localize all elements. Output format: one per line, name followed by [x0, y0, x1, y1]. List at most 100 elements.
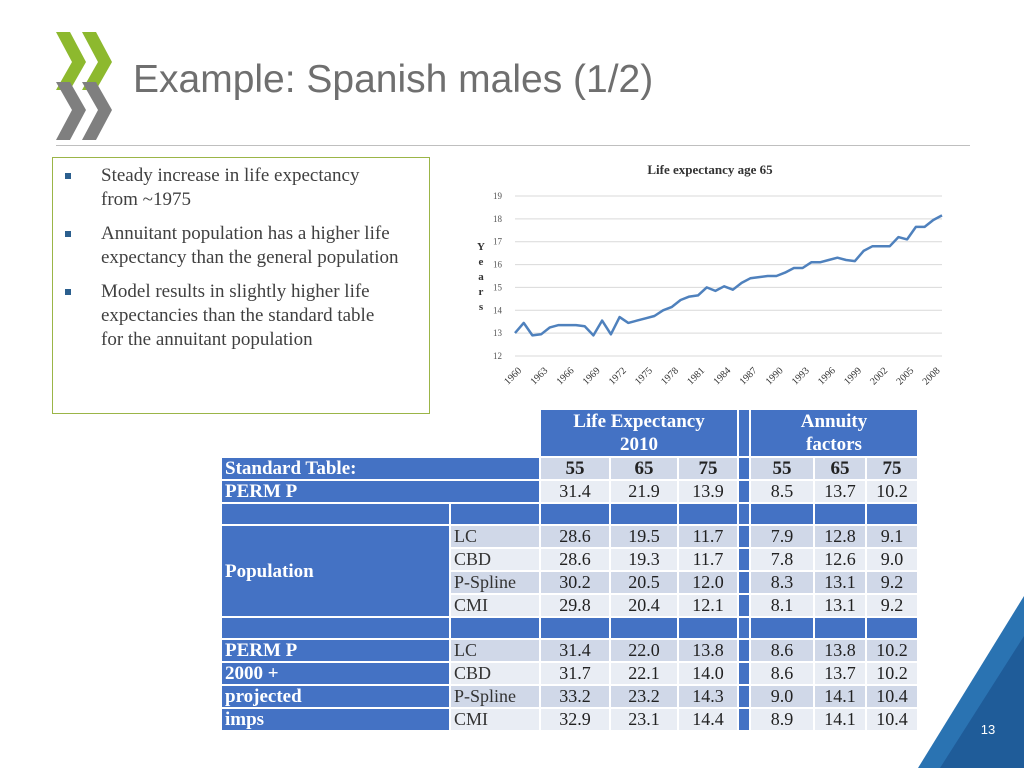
value-cell: 14.3: [679, 686, 737, 707]
value-cell: 31.4: [541, 640, 609, 661]
column-separator: [739, 410, 749, 456]
header-life-expectancy: Life Expectancy 2010: [541, 410, 737, 456]
value-cell: 29.8: [541, 595, 609, 616]
table-row: imps CMI 32.9 23.1 14.4 8.9 14.1 10.4: [222, 709, 917, 730]
x-tick-label: 1969: [581, 365, 603, 387]
value-cell: 8.6: [751, 663, 813, 684]
bullet-item: Steady increase in life expectancy from …: [53, 164, 401, 212]
table-spacer-row: [222, 504, 917, 524]
table-row: CBD 28.6 19.3 11.7 7.8 12.6 9.0: [222, 549, 917, 570]
results-table: Life Expectancy 2010 Annuity factors Sta…: [220, 408, 919, 732]
standard-table-label: Standard Table:: [222, 458, 539, 479]
table-row: PERM P LC 31.4 22.0 13.8 8.6 13.8 10.2: [222, 640, 917, 661]
model-name: P-Spline: [451, 572, 539, 593]
age-cell: 55: [541, 458, 609, 479]
table-row: CMI 29.8 20.4 12.1 8.1 13.1 9.2: [222, 595, 917, 616]
value-cell: 7.8: [751, 549, 813, 570]
x-tick-label: 1975: [633, 365, 655, 387]
bullet-item: Annuitant population has a higher life e…: [53, 222, 401, 270]
value-cell: 31.4: [541, 481, 609, 502]
value-cell: 13.1: [815, 572, 865, 593]
table-row-perm: PERM P 31.4 21.9 13.9 8.5 13.7 10.2: [222, 481, 917, 502]
page-number: 13: [980, 722, 996, 737]
value-cell: 9.0: [751, 686, 813, 707]
y-tick-label: 17: [493, 237, 503, 247]
table-row: P-Spline 30.2 20.5 12.0 8.3 13.1 9.2: [222, 572, 917, 593]
logo-green-chevron-left: [56, 32, 86, 90]
slide-title: Example: Spanish males (1/2): [133, 58, 654, 101]
y-axis-label-letter: e: [479, 256, 484, 268]
x-tick-label: 1993: [790, 365, 812, 387]
value-cell: 14.1: [815, 686, 865, 707]
value-cell: 13.8: [815, 640, 865, 661]
value-cell: 23.1: [611, 709, 677, 730]
value-cell: 20.4: [611, 595, 677, 616]
corner-decoration: [918, 596, 1024, 768]
value-cell: 28.6: [541, 549, 609, 570]
population-label: Population: [222, 526, 449, 616]
value-cell: 19.3: [611, 549, 677, 570]
y-tick-label: 19: [493, 191, 503, 201]
value-cell: 22.1: [611, 663, 677, 684]
value-cell: 13.7: [815, 663, 865, 684]
series-line-life-expectancy: [514, 214, 943, 337]
value-cell: 9.0: [867, 549, 917, 570]
bullet-square-icon: [65, 231, 71, 237]
x-tick-label: 1999: [842, 365, 864, 387]
value-cell: 32.9: [541, 709, 609, 730]
x-tick-label: 1990: [764, 365, 786, 387]
value-cell: 23.2: [611, 686, 677, 707]
value-cell: 28.6: [541, 526, 609, 547]
projected-label-line: 2000 +: [222, 663, 449, 684]
bullet-square-icon: [65, 173, 71, 179]
chart-title: Life expectancy age 65: [647, 162, 773, 177]
age-cell: 75: [867, 458, 917, 479]
projected-label-line: PERM P: [222, 640, 449, 661]
y-tick-label: 13: [493, 328, 503, 338]
life-expectancy-chart: Life expectancy age 65 1213141516171819 …: [477, 162, 943, 387]
projected-label-line: imps: [222, 709, 449, 730]
y-axis-label-letter: r: [479, 286, 484, 298]
value-cell: 8.1: [751, 595, 813, 616]
age-cell: 65: [815, 458, 865, 479]
value-cell: 13.8: [679, 640, 737, 661]
value-cell: 8.5: [751, 481, 813, 502]
age-cell: 55: [751, 458, 813, 479]
x-tick-label: 2002: [868, 365, 890, 387]
perm-p-label: PERM P: [222, 481, 539, 502]
logo-gray-chevron-left: [56, 82, 86, 140]
value-cell: 14.4: [679, 709, 737, 730]
logo-green-chevron-right: [82, 32, 112, 90]
projected-label-line: projected: [222, 686, 449, 707]
table-row: Population LC 28.6 19.5 11.7 7.9 12.8 9.…: [222, 526, 917, 616]
model-name: CMI: [451, 595, 539, 616]
value-cell: 11.7: [679, 549, 737, 570]
age-cell: 65: [611, 458, 677, 479]
value-cell: 12.1: [679, 595, 737, 616]
x-tick-label: 1996: [816, 365, 838, 387]
age-cell: 75: [679, 458, 737, 479]
x-tick-label: 1984: [711, 365, 733, 387]
value-cell: 8.9: [751, 709, 813, 730]
x-tick-label: 1987: [738, 365, 760, 387]
y-tick-label: 15: [493, 282, 503, 292]
model-name: CBD: [451, 663, 539, 684]
y-axis-label-letter: Y: [477, 241, 485, 253]
x-tick-label: 1981: [685, 365, 707, 387]
value-cell: 20.5: [611, 572, 677, 593]
table-header-row: Life Expectancy 2010 Annuity factors: [222, 410, 917, 456]
value-cell: 13.1: [815, 595, 865, 616]
bullet-text: Model results in slightly higher life ex…: [101, 281, 375, 350]
y-tick-label: 14: [493, 305, 503, 315]
value-cell: 31.7: [541, 663, 609, 684]
value-cell: 14.1: [815, 709, 865, 730]
value-cell: 10.4: [867, 709, 917, 730]
table-row: 2000 + CBD 31.7 22.1 14.0 8.6 13.7 10.2: [222, 663, 917, 684]
value-cell: 8.3: [751, 572, 813, 593]
value-cell: 10.2: [867, 640, 917, 661]
x-tick-label: 2005: [894, 365, 916, 387]
value-cell: 22.0: [611, 640, 677, 661]
value-cell: 11.7: [679, 526, 737, 547]
value-cell: 21.9: [611, 481, 677, 502]
value-cell: 12.0: [679, 572, 737, 593]
